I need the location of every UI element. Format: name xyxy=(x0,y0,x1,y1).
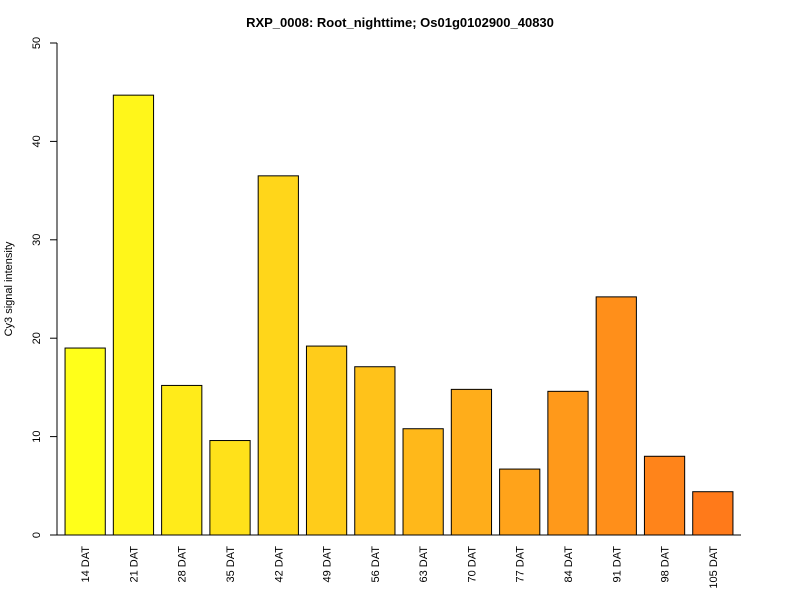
x-tick-label: 14 DAT xyxy=(80,546,92,583)
x-tick-label: 35 DAT xyxy=(225,546,237,583)
y-tick-label: 10 xyxy=(31,430,43,442)
bar xyxy=(354,366,396,536)
x-tick-label: 28 DAT xyxy=(177,546,189,583)
x-tick-labels: 14 DAT 21 DAT 28 DAT 35 DAT 42 DAT 49 DAT 56 D… xyxy=(80,546,720,589)
x-tick-label: 21 DAT xyxy=(128,546,140,583)
bar xyxy=(595,296,637,536)
y-axis-title: Cy3 signal intensity xyxy=(3,241,15,336)
x-tick-label: 49 DAT xyxy=(322,546,334,583)
bar xyxy=(547,390,589,536)
y-tick-label: 40 xyxy=(31,135,43,147)
bar-series xyxy=(64,94,734,536)
bar xyxy=(161,384,203,536)
x-tick-label: 105 DAT xyxy=(708,546,720,589)
y-tick-label: 50 xyxy=(31,37,43,49)
bar xyxy=(209,440,251,536)
y-axis: 0 10 20 30 40 50 xyxy=(31,37,58,538)
bar xyxy=(499,468,541,536)
x-tick-label: 91 DAT xyxy=(611,546,623,583)
y-tick-label: 0 xyxy=(31,532,43,538)
x-tick-label: 63 DAT xyxy=(418,546,430,583)
bar xyxy=(692,491,734,536)
chart-title: RXP_0008: Root_nighttime; Os01g0102900_4… xyxy=(246,15,554,30)
x-tick-label: 77 DAT xyxy=(515,546,527,583)
bar xyxy=(305,345,348,536)
y-tick-label: 20 xyxy=(31,332,43,344)
x-tick-label: 56 DAT xyxy=(370,546,382,583)
bar xyxy=(64,347,106,536)
bar xyxy=(257,175,299,536)
bar xyxy=(643,455,686,536)
x-tick-label: 70 DAT xyxy=(466,546,478,583)
x-tick-label: 84 DAT xyxy=(563,546,575,583)
bar xyxy=(402,428,444,536)
x-tick-label: 98 DAT xyxy=(660,546,672,583)
bar xyxy=(450,388,493,536)
bar xyxy=(112,94,155,536)
x-tick-label: 42 DAT xyxy=(273,546,285,583)
y-tick-label: 30 xyxy=(31,234,43,246)
